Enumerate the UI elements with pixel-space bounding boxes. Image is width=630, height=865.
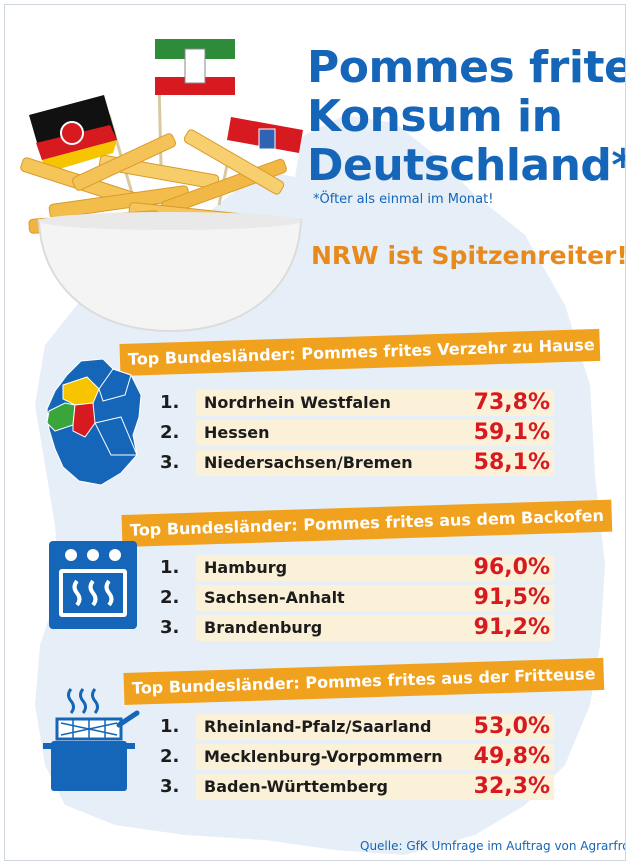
rank: 2. — [160, 422, 180, 443]
state-name: Baden-Württemberg — [204, 777, 389, 796]
infographic: Pommes frites Konsum in Deutschland*: *Ö… — [4, 4, 626, 861]
state-name: Brandenburg — [204, 618, 323, 637]
table-row: 2. Mecklenburg-Vorpommern 49,8% — [160, 742, 560, 772]
row-background — [196, 450, 554, 476]
fryer-pot-icon — [43, 688, 140, 791]
percentage: 73,8% — [473, 390, 550, 415]
row-background — [196, 555, 554, 581]
table-row: 1. Nordrhein Westfalen 73,8% — [160, 388, 560, 418]
percentage: 58,1% — [473, 450, 550, 475]
title-line-1: Pommes frites — [307, 42, 626, 93]
ranking-list-oven: 1. Hamburg 96,0% 2. Sachsen-Anhalt 91,5%… — [160, 553, 560, 643]
table-row: 2. Hessen 59,1% — [160, 418, 560, 448]
state-name: Niedersachsen/Bremen — [204, 453, 413, 472]
percentage: 53,0% — [473, 714, 550, 739]
table-row: 3. Niedersachsen/Bremen 58,1% — [160, 448, 560, 478]
germany-map-icon — [46, 358, 142, 486]
page-title: Pommes frites Konsum in Deutschland*: — [307, 42, 626, 191]
title-line-3: Deutschland*: — [307, 140, 626, 191]
table-row: 1. Hamburg 96,0% — [160, 553, 560, 583]
headline: NRW ist Spitzenreiter! — [311, 241, 626, 270]
row-background — [196, 585, 554, 611]
row-background — [196, 390, 554, 416]
row-background — [196, 420, 554, 446]
title-line-2: Konsum in — [307, 91, 563, 142]
percentage: 59,1% — [473, 420, 550, 445]
bowl — [37, 219, 303, 333]
rank: 2. — [160, 746, 180, 767]
rank: 1. — [160, 392, 180, 413]
rank: 3. — [160, 452, 180, 473]
rank: 3. — [160, 617, 180, 638]
ranking-list-fryer: 1. Rheinland-Pfalz/Saarland 53,0% 2. Mec… — [160, 712, 560, 802]
percentage: 91,2% — [473, 615, 550, 640]
state-name: Nordrhein Westfalen — [204, 393, 391, 412]
state-name: Rheinland-Pfalz/Saarland — [204, 717, 432, 736]
footnote: *Öfter als einmal im Monat! — [313, 192, 494, 207]
row-background — [196, 744, 554, 770]
percentage: 96,0% — [473, 555, 550, 580]
table-row: 1. Rheinland-Pfalz/Saarland 53,0% — [160, 712, 560, 742]
fries-bowl-image — [20, 39, 303, 333]
rank: 1. — [160, 557, 180, 578]
state-name: Sachsen-Anhalt — [204, 588, 345, 607]
source-note: Quelle: GfK Umfrage im Auftrag von Agrar… — [360, 839, 626, 853]
percentage: 91,5% — [473, 585, 550, 610]
rank: 3. — [160, 776, 180, 797]
rank: 1. — [160, 716, 180, 737]
table-row: 2. Sachsen-Anhalt 91,5% — [160, 583, 560, 613]
row-background — [196, 714, 554, 740]
table-row: 3. Baden-Württemberg 32,3% — [160, 772, 560, 802]
state-name: Mecklenburg-Vorpommern — [204, 747, 443, 766]
row-background — [196, 774, 554, 800]
oven-icon — [49, 541, 137, 629]
ranking-list-home: 1. Nordrhein Westfalen 73,8% 2. Hessen 5… — [160, 388, 560, 478]
state-name: Hessen — [204, 423, 270, 442]
percentage: 49,8% — [473, 744, 550, 769]
row-background — [196, 615, 554, 641]
percentage: 32,3% — [473, 774, 550, 799]
table-row: 3. Brandenburg 91,2% — [160, 613, 560, 643]
state-name: Hamburg — [204, 558, 288, 577]
rank: 2. — [160, 587, 180, 608]
